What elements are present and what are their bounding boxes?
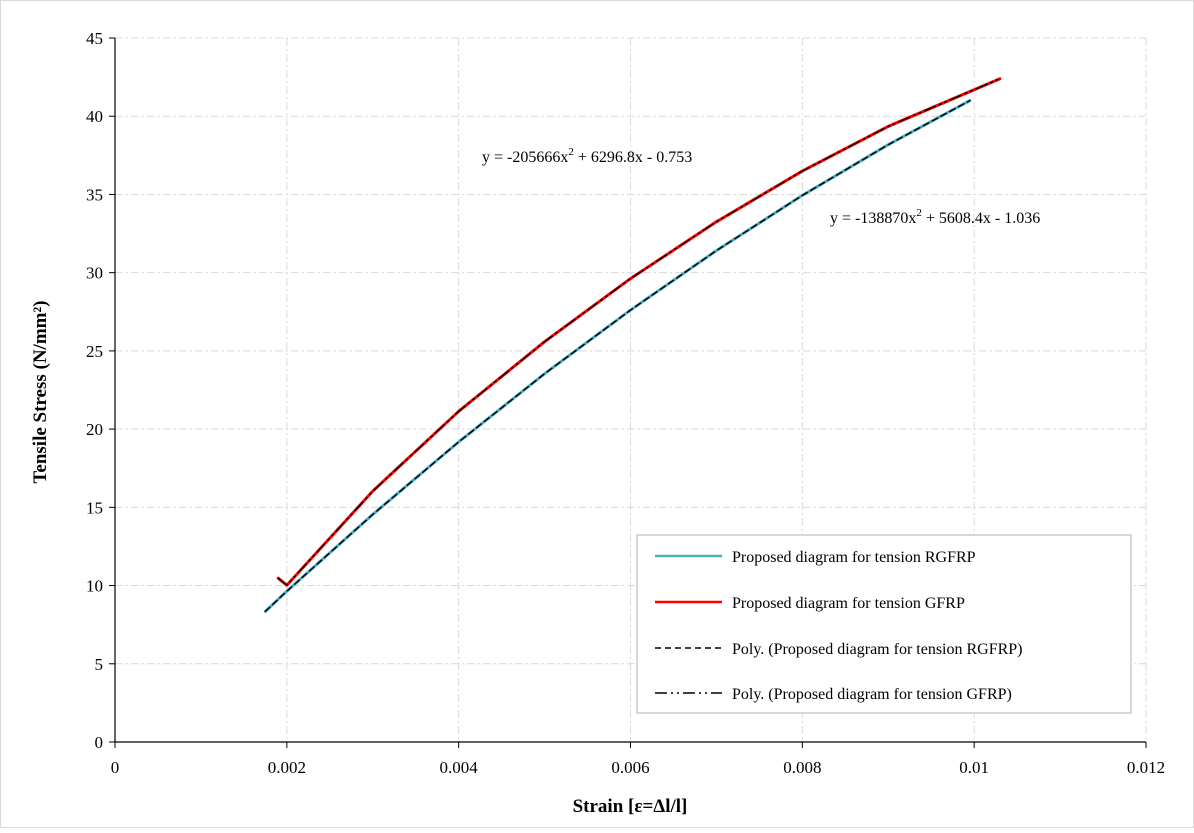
x-tick-label: 0.01 [959,758,989,777]
x-axis-title: Strain [ε=Δl/l] [573,796,688,817]
legend-label-poly-rgfrp: Poly. (Proposed diagram for tension RGFR… [732,641,1023,658]
x-tick-label: 0.002 [268,758,306,777]
x-tick-label: 0 [111,758,120,777]
legend-label-gfrp: Proposed diagram for tension GFRP [732,595,965,612]
x-tick-label: 0.008 [783,758,821,777]
y-tick-label: 45 [86,29,103,48]
trendline-equation-rgfrp: y = -138870x2 + 5608.4x - 1.036 [830,207,1040,227]
y-tick-label: 10 [86,577,103,596]
x-tick-label: 0.006 [611,758,649,777]
x-tick-labels: 0 0.002 0.004 0.006 0.008 0.01 0.012 [111,758,1165,777]
y-tick-label: 20 [86,420,103,439]
trendline-poly-gfrp [277,77,1001,586]
legend-label-poly-gfrp: Poly. (Proposed diagram for tension GFRP… [732,686,1012,703]
series-lines [263,77,1002,613]
y-tick-label: 5 [95,655,104,674]
y-tick-label: 15 [86,498,103,517]
y-tick-label: 0 [95,733,104,752]
y-tick-label: 40 [86,107,103,126]
legend-label-rgfrp: Proposed diagram for tension RGFRP [732,549,976,566]
y-tick-label: 25 [86,342,103,361]
trendline-equation-gfrp: y = -205666x2 + 6296.8x - 0.753 [482,146,692,166]
y-tick-label: 35 [86,185,103,204]
y-axis-title: Tensile Stress (N/mm²) [30,300,51,483]
legend-box [636,534,1132,714]
x-tick-label: 0.012 [1127,758,1165,777]
x-tick-label: 0.004 [440,758,479,777]
y-tick-label: 30 [86,264,103,283]
axes [109,37,1147,748]
y-tick-labels: 0 5 10 15 20 25 30 35 40 45 [86,29,103,752]
legend: Proposed diagram for tension RGFRP Propo… [636,534,1132,714]
trendline-poly-rgfrp [264,99,971,613]
